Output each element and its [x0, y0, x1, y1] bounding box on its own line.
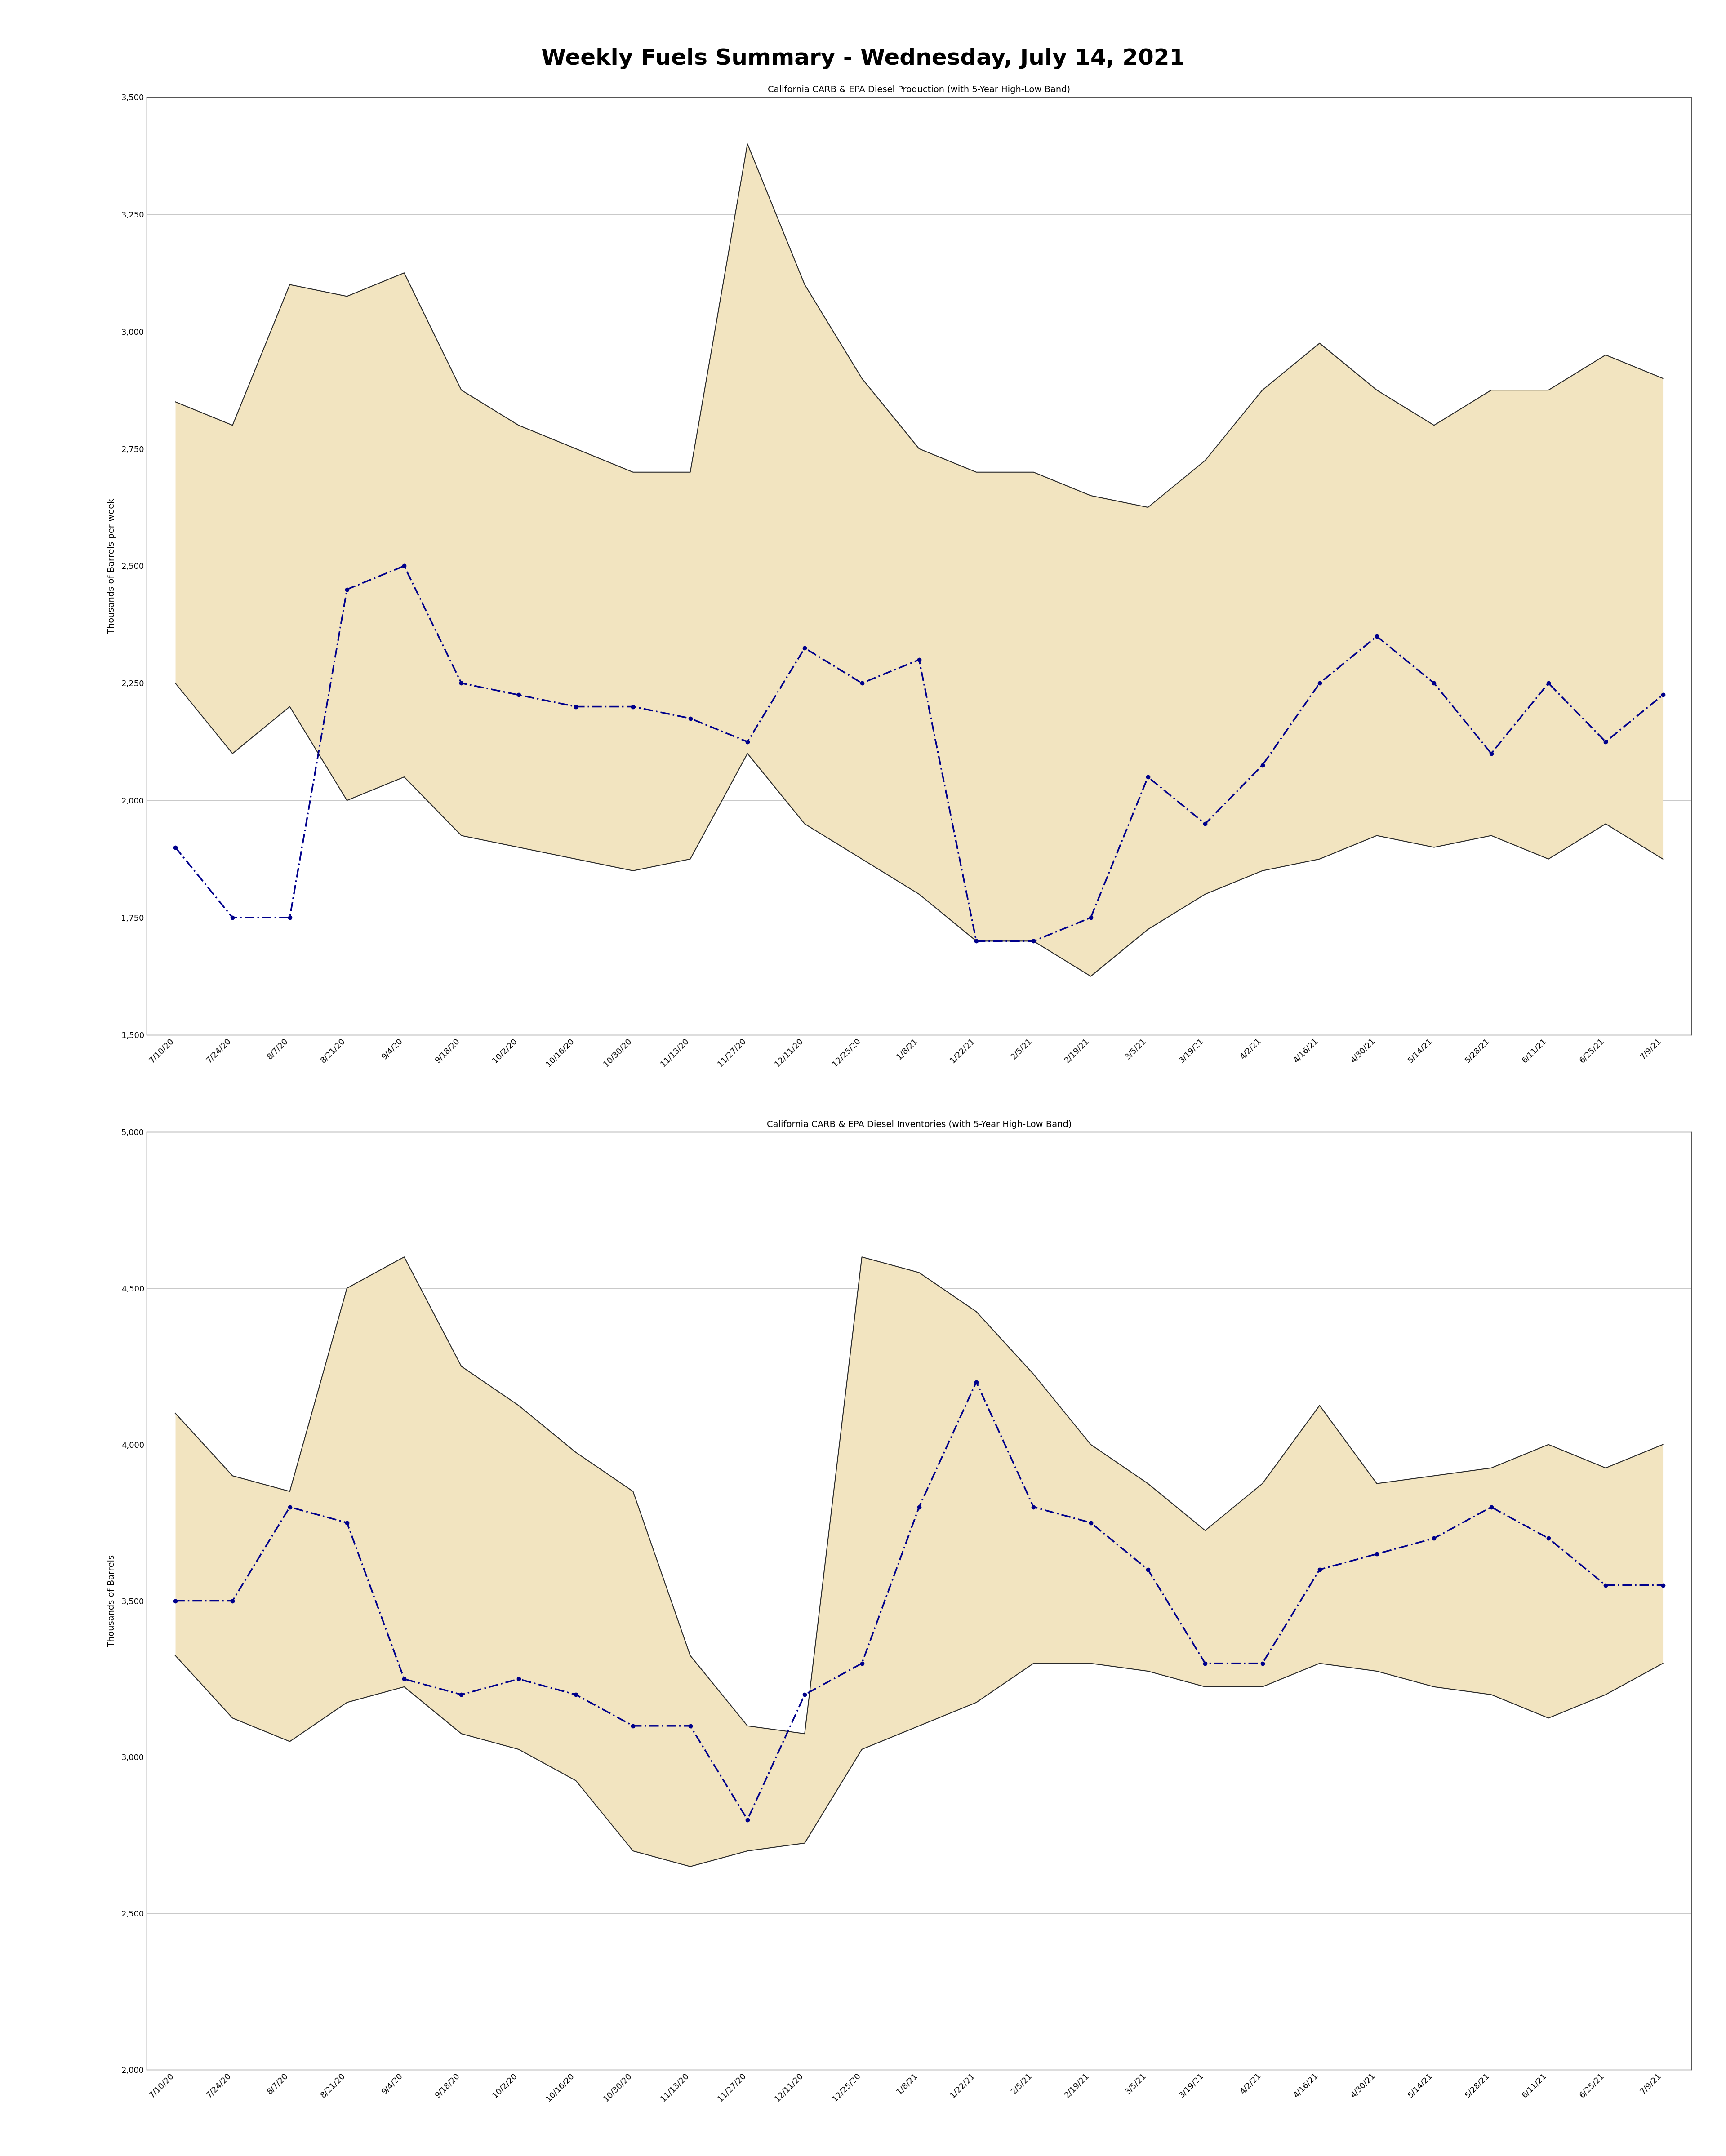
Y-axis label: Thousands of Barrels per week: Thousands of Barrels per week — [107, 498, 116, 634]
Text: Weekly Fuels Summary - Wednesday, July 14, 2021: Weekly Fuels Summary - Wednesday, July 1… — [540, 47, 1186, 69]
Title: California CARB & EPA Diesel Inventories (with 5-Year High-Low Band): California CARB & EPA Diesel Inventories… — [766, 1121, 1072, 1130]
Title: California CARB & EPA Diesel Production (with 5-Year High-Low Band): California CARB & EPA Diesel Production … — [768, 86, 1070, 95]
Y-axis label: Thousands of Barrels: Thousands of Barrels — [107, 1554, 116, 1647]
